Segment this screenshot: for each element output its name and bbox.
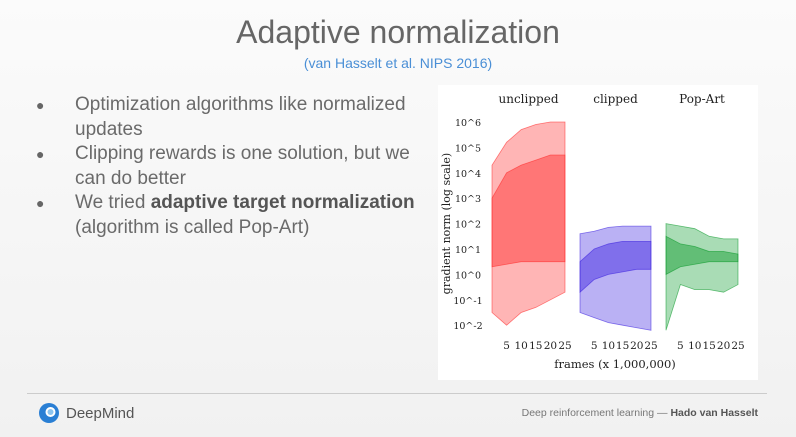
bullet-text: We tried [75, 192, 151, 213]
x-tick-label: 5 [591, 340, 598, 352]
x-axis-label: frames (x 1,000,000) [554, 357, 676, 371]
y-tick-label: 10^1 [455, 245, 481, 256]
bullet-text: (algorithm is called Pop-Art) [75, 216, 310, 238]
citation: (van Hasselt et al. NIPS 2016) [303, 55, 493, 71]
y-tick-label: 10^0 [455, 270, 481, 281]
x-tick-label: 10 [688, 340, 701, 352]
y-tick-label: 10^4 [455, 169, 481, 180]
bullet-list: Optimization algorithms like normalized … [36, 93, 416, 240]
panel-title: clipped [593, 92, 638, 106]
band-area [665, 223, 739, 331]
x-tick-label: 20 [544, 340, 557, 352]
x-tick-label: 15 [529, 340, 542, 352]
y-tick-label: 10^-2 [453, 321, 482, 332]
footer-credit: Deep reinforcement learning — Hado van H… [522, 407, 758, 419]
x-tick-label: 25 [644, 340, 657, 352]
y-tick-label: 10^5 [455, 143, 481, 154]
y-tick-label: 10^-1 [453, 296, 482, 307]
bullet-item: We tried adaptive target normalization (… [36, 191, 416, 240]
bullet-item: Clipping rewards is one solution, but we… [36, 142, 416, 191]
band-area [491, 121, 566, 326]
y-tick-label: 10^6 [455, 118, 481, 129]
credit-text: Deep reinforcement learning — [521, 407, 671, 419]
x-tick-label: 20 [717, 340, 730, 352]
deepmind-logo: DeepMind [38, 402, 134, 424]
footer-divider [27, 393, 767, 394]
x-tick-label: 20 [630, 340, 643, 352]
band-area [665, 235, 739, 276]
bullet-item: Optimization algorithms like normalized … [36, 93, 416, 142]
band-area [579, 225, 652, 331]
slide-title: Adaptive normalization [236, 14, 560, 50]
x-tick-label: 10 [515, 340, 528, 352]
gradient-norm-figure: unclipped 5 10 15 20 25 clipped 5 10 15 20 25 Pop-Ar… [438, 85, 758, 380]
author-name: Hado van Hasselt [670, 407, 758, 419]
x-tick-label: 15 [616, 340, 629, 352]
x-tick-label: 10 [602, 340, 615, 352]
panel-title: Pop-Art [679, 92, 725, 106]
y-tick-label: 10^2 [455, 220, 481, 231]
deepmind-logo-icon [39, 403, 59, 423]
bullet-bold-text: adaptive target normalization [150, 192, 415, 213]
x-tick-label: 5 [677, 340, 684, 352]
x-tick-label: 25 [558, 340, 571, 352]
x-tick-label: 5 [503, 340, 510, 352]
x-tick-label: 15 [703, 340, 716, 352]
band-area [579, 240, 652, 294]
band-area [491, 154, 566, 268]
y-axis-label: gradient norm (log scale) [440, 153, 453, 294]
y-tick-label: 10^3 [455, 194, 481, 205]
x-tick-label: 25 [731, 340, 744, 352]
panel-title: unclipped [499, 92, 559, 106]
logo-text: DeepMind [66, 404, 135, 422]
